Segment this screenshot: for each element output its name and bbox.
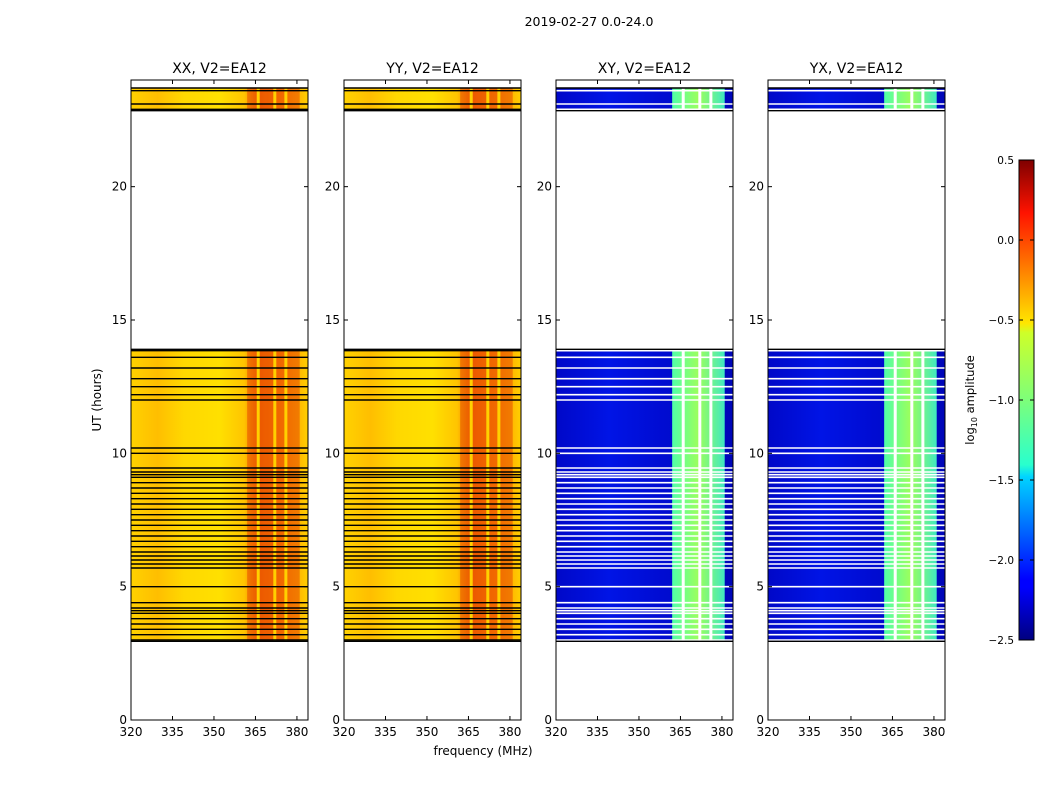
y-tick-label: 15 [112, 313, 127, 327]
colorbar-label-tail: amplitude [963, 355, 977, 417]
rfi-channel-gap [469, 88, 473, 111]
y-tick-label: 10 [537, 446, 552, 460]
colorbar-tick-label: −2.0 [989, 555, 1015, 567]
y-tick-label: 0 [119, 713, 127, 727]
colorbar-label: log10 amplitude [963, 355, 979, 445]
colorbar-label-log: log [963, 427, 977, 445]
x-tick-label: 335 [798, 725, 821, 739]
y-tick-label: 0 [756, 713, 764, 727]
panel-frame [130, 79, 309, 721]
panel-frame [767, 79, 946, 721]
rfi-channel-gap [709, 88, 713, 111]
rfi-channel-gap [910, 349, 914, 642]
rfi-channel-gap [698, 349, 702, 642]
panel-title: YX, V2=EA12 [809, 61, 904, 77]
x-tick-label: 365 [457, 725, 480, 739]
x-tick-label: 335 [161, 725, 184, 739]
rfi-channel-gap [256, 349, 260, 642]
x-tick-label: 350 [628, 725, 651, 739]
x-tick-label: 380 [285, 725, 308, 739]
x-tick-label: 380 [922, 725, 945, 739]
y-tick-label: 10 [112, 446, 127, 460]
y-tick-label: 5 [544, 580, 552, 594]
y-tick-label: 5 [332, 580, 340, 594]
x-tick-label: 350 [416, 725, 439, 739]
colorbar: 0.5 0.0 −0.5 −1.0 −1.5 −2.0 −2.5 log10 amplitu… [963, 155, 1035, 647]
x-tick-label: 350 [203, 725, 226, 739]
colorbar-tick-label: 0.0 [997, 235, 1014, 247]
panel-frame [555, 79, 734, 721]
y-tick-label: 0 [544, 713, 552, 727]
colorbar-tick-label: −0.5 [989, 315, 1015, 327]
rfi-channel-gap [273, 88, 277, 111]
x-tick-label: 320 [545, 725, 568, 739]
rfi-channel-gap [893, 349, 897, 642]
y-tick-label: 20 [325, 180, 340, 194]
y-tick-label: 0 [332, 713, 340, 727]
x-tick-label: 320 [120, 725, 143, 739]
panel-3: XY, V2=EA12 320 335 350 365 380 0 5 10 15 20 [537, 61, 734, 739]
x-tick-label: 320 [333, 725, 356, 739]
colorbar-tick-label: −1.0 [989, 395, 1015, 407]
rfi-channel-gap [284, 88, 288, 111]
colorbar-ticks: 0.5 0.0 −0.5 −1.0 −1.5 −2.0 −2.5 [989, 155, 1034, 647]
rfi-channel-gap [486, 349, 490, 642]
colorbar-tick-label: 0.5 [997, 155, 1014, 167]
y-tick-label: 5 [756, 580, 764, 594]
y-tick-label: 20 [112, 180, 127, 194]
rfi-channel-gap [921, 349, 925, 642]
y-tick-label: 20 [537, 180, 552, 194]
rfi-channel-gap [256, 88, 260, 111]
suptitle: 2019-02-27 0.0-24.0 [525, 14, 654, 29]
rfi-channel-gap [921, 88, 925, 111]
rfi-channel-gap [910, 88, 914, 111]
panel-4: YX, V2=EA12 320 335 350 365 380 0 5 10 15 20 [749, 61, 946, 739]
rfi-channel-gap [284, 349, 288, 642]
x-tick-label: 380 [498, 725, 521, 739]
rfi-channel-gap [497, 349, 501, 642]
y-tick-label: 15 [749, 313, 764, 327]
rfi-channel-gap [709, 349, 713, 642]
panel-title: XY, V2=EA12 [598, 61, 692, 77]
y-tick-label: 20 [749, 180, 764, 194]
y-tick-label: 10 [749, 446, 764, 460]
y-axis-label: UT (hours) [90, 368, 104, 431]
panel-2: YY, V2=EA12 320 335 350 365 380 0 5 10 15 20 [325, 61, 522, 739]
x-axis-label: frequency (MHz) [433, 744, 532, 758]
rfi-channel-gap [893, 88, 897, 111]
x-tick-label: 365 [244, 725, 267, 739]
rfi-channel-gap [698, 88, 702, 111]
x-tick-label: 335 [374, 725, 397, 739]
colorbar-tick-label: −1.5 [989, 475, 1015, 487]
rfi-channel-gap [469, 349, 473, 642]
rfi-channel-gap [681, 349, 685, 642]
x-tick-label: 320 [757, 725, 780, 739]
panel-1: XX, V2=EA12 320 335 350 365 380 0 5 10 15 20 [112, 61, 309, 739]
x-tick-label: 365 [881, 725, 904, 739]
x-tick-label: 350 [840, 725, 863, 739]
y-tick-label: 10 [325, 446, 340, 460]
rfi-channel-gap [486, 88, 490, 111]
colorbar-label-subscript: 10 [970, 417, 979, 427]
panel-frame [343, 79, 522, 721]
x-tick-label: 365 [669, 725, 692, 739]
y-tick-label: 15 [325, 313, 340, 327]
x-tick-label: 380 [710, 725, 733, 739]
panel-title: YY, V2=EA12 [385, 61, 478, 77]
panel-title: XX, V2=EA12 [172, 61, 267, 77]
y-tick-label: 5 [119, 580, 127, 594]
rfi-channel-gap [273, 349, 277, 642]
y-tick-label: 15 [537, 313, 552, 327]
x-tick-label: 335 [586, 725, 609, 739]
rfi-channel-gap [681, 88, 685, 111]
colorbar-tick-label: −2.5 [989, 635, 1015, 647]
rfi-channel-gap [497, 88, 501, 111]
